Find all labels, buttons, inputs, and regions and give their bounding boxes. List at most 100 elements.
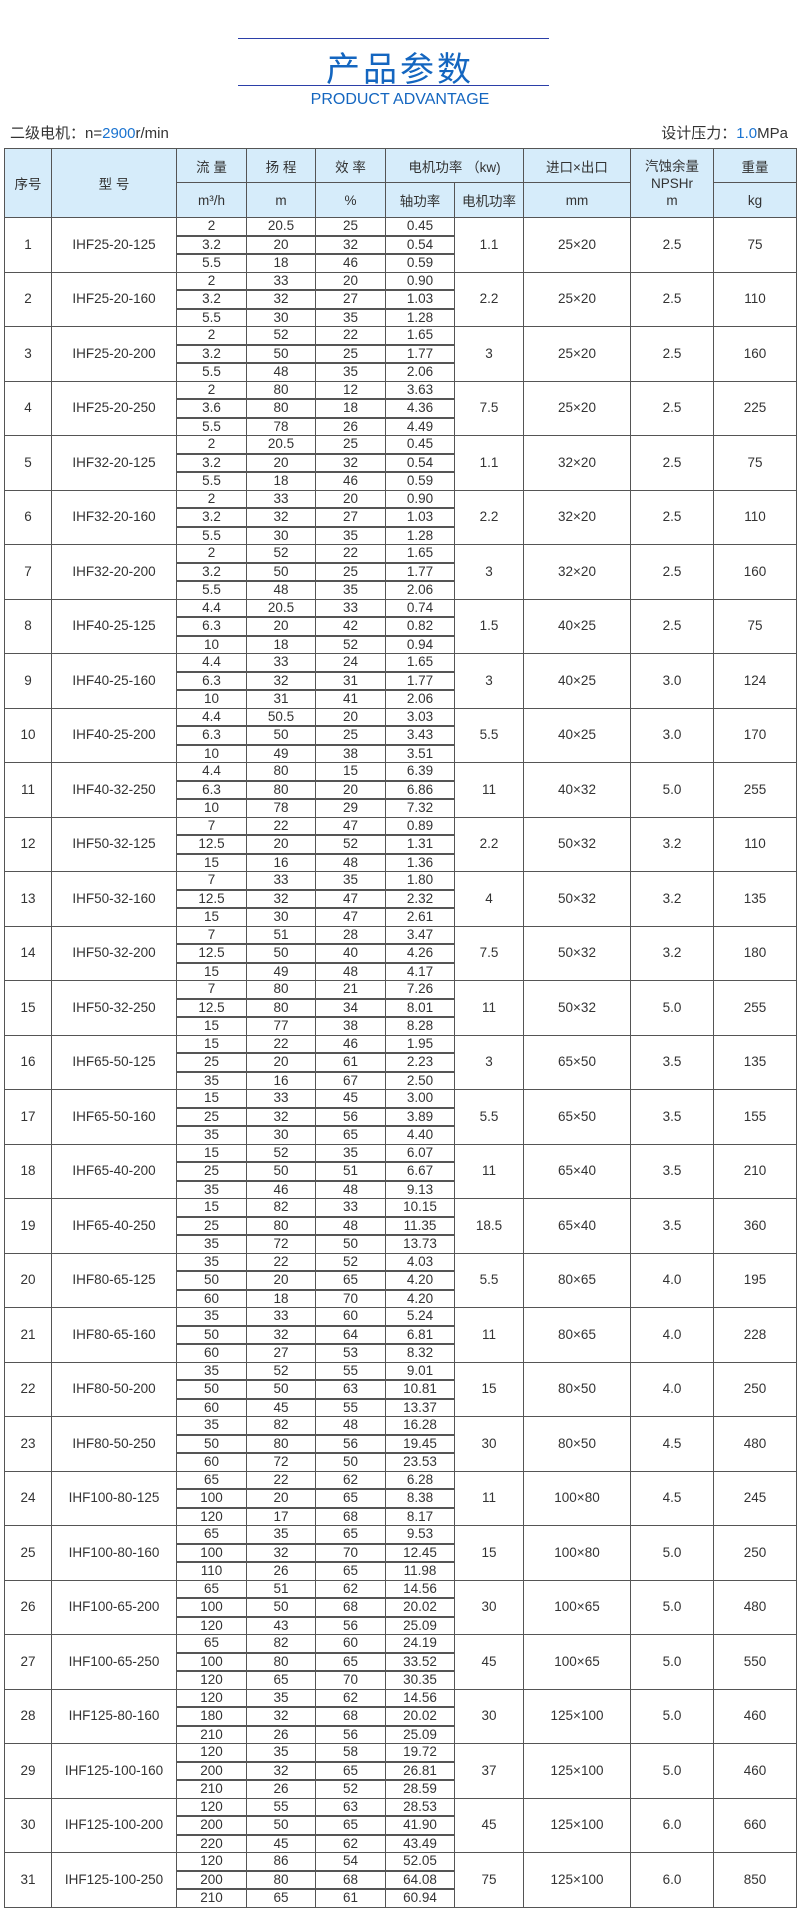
efficiency-cell: 62 — [315, 1834, 386, 1853]
flow-cell: 65 — [176, 1470, 247, 1490]
efficiency-cell: 28 — [315, 925, 386, 945]
col-shaft-power: 轴功率 — [385, 182, 455, 218]
flow-cell: 25 — [176, 1052, 247, 1073]
efficiency-cell: 63 — [315, 1797, 386, 1817]
motor-power-cell: 45 — [454, 1797, 524, 1853]
shaft-power-cell: 26.81 — [385, 1761, 455, 1781]
shaft-power-cell: 4.49 — [385, 417, 455, 436]
efficiency-cell: 48 — [315, 962, 386, 981]
row-number: 29 — [4, 1743, 52, 1799]
inlet-outlet-cell: 40×32 — [523, 762, 631, 818]
motor-power-cell: 1.1 — [454, 435, 524, 491]
table-row: 100 32 70 12.45 — [5, 1543, 797, 1563]
shaft-power-cell: 16.28 — [385, 1416, 455, 1436]
efficiency-cell: 62 — [315, 1579, 386, 1599]
flow-cell: 4.4 — [176, 653, 247, 673]
model-name: IHF65-40-250 — [51, 1198, 177, 1254]
row-number: 8 — [4, 598, 52, 654]
npsh-cell: 5.0 — [630, 1688, 714, 1744]
efficiency-cell: 68 — [315, 1507, 386, 1526]
flow-cell: 120 — [176, 1507, 247, 1526]
head-cell: 20 — [246, 235, 316, 255]
model-name: IHF40-25-160 — [51, 653, 177, 709]
shaft-power-cell: 2.06 — [385, 689, 455, 709]
table-row: 100 80 65 33.52 — [5, 1652, 797, 1672]
table-row: 7 IHF32-20-200 2 52 22 1.65 3 32×20 2.5 160 — [4, 544, 797, 600]
npsh-cell: 4.5 — [630, 1416, 714, 1472]
model-name: IHF80-65-160 — [51, 1307, 177, 1363]
npsh-cell: 3.5 — [630, 1143, 714, 1199]
efficiency-cell: 20 — [315, 489, 386, 509]
shaft-power-cell: 2.32 — [385, 889, 455, 909]
head-cell: 50 — [246, 1597, 316, 1618]
efficiency-cell: 54 — [315, 1852, 386, 1872]
shaft-power-cell: 14.56 — [385, 1579, 455, 1599]
head-cell: 26 — [246, 1561, 316, 1581]
table-row: 60 18 70 4.20 — [5, 1289, 797, 1308]
shaft-power-cell: 6.86 — [385, 780, 455, 800]
row-number: 3 — [4, 326, 52, 382]
motor-power-cell: 7.5 — [454, 925, 524, 981]
npsh-cell: 2.5 — [630, 544, 714, 600]
flow-cell: 60 — [176, 1398, 247, 1417]
table-row: 11 IHF40-32-250 4.4 80 15 6.39 11 40×32 5.0 255 — [4, 762, 797, 818]
table-row: 6.3 50 25 3.43 — [5, 725, 797, 746]
efficiency-cell: 35 — [315, 580, 386, 600]
efficiency-cell: 35 — [315, 1143, 386, 1163]
flow-cell: 110 — [176, 1561, 247, 1581]
efficiency-cell: 48 — [315, 853, 386, 872]
weight-cell: 170 — [713, 707, 797, 763]
flow-cell: 5.5 — [176, 253, 247, 273]
head-cell: 18 — [246, 635, 316, 654]
shaft-power-cell: 6.67 — [385, 1161, 455, 1182]
shaft-power-cell: 10.15 — [385, 1198, 455, 1218]
pressure-label: 设计压力： — [661, 125, 737, 142]
shaft-power-cell: 8.28 — [385, 1016, 455, 1036]
shaft-power-cell: 2.06 — [385, 362, 455, 382]
model-name: IHF80-50-250 — [51, 1416, 177, 1472]
table-row: 18 IHF65-40-200 15 52 35 6.07 11 65×40 3.5 210 — [4, 1143, 797, 1199]
motor-speed-info: 二级电机：n=2900r/min — [10, 122, 169, 143]
flow-cell: 3.2 — [176, 453, 247, 473]
efficiency-cell: 51 — [315, 1161, 386, 1182]
table-row: 10 78 29 7.32 — [5, 798, 797, 818]
efficiency-cell: 25 — [315, 435, 386, 455]
efficiency-cell: 21 — [315, 980, 386, 1000]
weight-cell: 75 — [713, 598, 797, 654]
motor-power-cell: 30 — [454, 1416, 524, 1472]
head-cell: 49 — [246, 744, 316, 763]
shaft-power-cell: 28.59 — [385, 1779, 455, 1799]
shaft-power-cell: 4.36 — [385, 398, 455, 419]
table-row: 2 IHF25-20-160 2 33 20 0.90 2.2 25×20 2.5 110 — [4, 271, 797, 327]
motor-power-cell: 75 — [454, 1852, 524, 1908]
weight-cell: 135 — [713, 1034, 797, 1090]
head-cell: 27 — [246, 1343, 316, 1363]
title-bottom-rule — [238, 85, 549, 86]
table-row: 29 IHF125-100-160 120 35 58 19.72 37 125×100 5.0… — [4, 1743, 797, 1799]
row-number: 4 — [4, 380, 52, 436]
inlet-outlet-cell: 40×25 — [523, 653, 631, 709]
flow-cell: 6.3 — [176, 780, 247, 800]
head-cell: 20 — [246, 1270, 316, 1291]
head-cell: 50 — [246, 1161, 316, 1182]
table-row: 120 65 70 30.35 — [5, 1670, 797, 1690]
flow-cell: 210 — [176, 1888, 247, 1908]
head-cell: 55 — [246, 1797, 316, 1817]
shaft-power-cell: 4.26 — [385, 943, 455, 964]
efficiency-cell: 48 — [315, 1180, 386, 1199]
efficiency-cell: 58 — [315, 1743, 386, 1763]
efficiency-cell: 35 — [315, 308, 386, 327]
shaft-power-cell: 30.35 — [385, 1670, 455, 1690]
weight-cell: 460 — [713, 1743, 797, 1799]
efficiency-cell: 68 — [315, 1597, 386, 1618]
table-row: 35 30 65 4.40 — [5, 1125, 797, 1145]
weight-cell: 155 — [713, 1089, 797, 1145]
table-row: 24 IHF100-80-125 65 22 62 6.28 11 100×80 4.5 245 — [4, 1470, 797, 1526]
shaft-power-cell: 3.03 — [385, 707, 455, 727]
flow-cell: 7 — [176, 871, 247, 891]
shaft-power-cell: 1.77 — [385, 562, 455, 582]
efficiency-cell: 38 — [315, 744, 386, 763]
shaft-power-cell: 11.35 — [385, 1216, 455, 1236]
shaft-power-cell: 0.94 — [385, 635, 455, 654]
row-number: 26 — [4, 1579, 52, 1635]
